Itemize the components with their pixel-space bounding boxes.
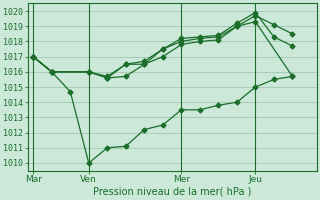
X-axis label: Pression niveau de la mer( hPa ): Pression niveau de la mer( hPa ) bbox=[93, 187, 251, 197]
